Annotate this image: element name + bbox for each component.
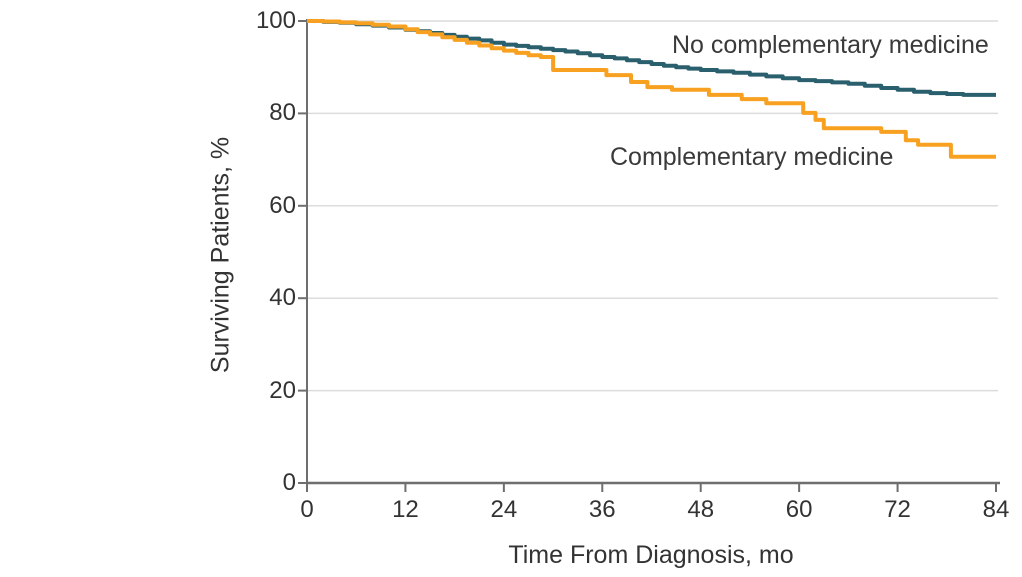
x-axis-title: Time From Diagnosis, mo bbox=[508, 541, 794, 569]
x-tick-label-0: 0 bbox=[300, 496, 314, 523]
y-tick-label-40: 40 bbox=[269, 284, 296, 312]
x-tick-label-48: 48 bbox=[687, 496, 715, 523]
x-tick-label-24: 24 bbox=[490, 496, 518, 523]
y-tick-label-80: 80 bbox=[269, 99, 296, 127]
series-label-complementary-medicine: Complementary medicine bbox=[610, 143, 894, 171]
y-tick-label-0: 0 bbox=[282, 469, 296, 496]
y-tick-label-20: 20 bbox=[269, 376, 296, 404]
x-tick-label-12: 12 bbox=[392, 496, 419, 523]
x-tick-label-36: 36 bbox=[588, 496, 616, 523]
x-tick-label-84: 84 bbox=[982, 496, 1010, 523]
y-tick-label-100: 100 bbox=[255, 7, 296, 34]
series-label-no-complementary-medicine: No complementary medicine bbox=[672, 31, 989, 59]
y-tick-label-60: 60 bbox=[269, 191, 296, 219]
y-axis-title: Surviving Patients, % bbox=[206, 136, 235, 374]
x-tick-label-60: 60 bbox=[785, 496, 813, 523]
x-tick-label-72: 72 bbox=[884, 496, 911, 523]
survival-curve-complementary bbox=[307, 19, 996, 159]
